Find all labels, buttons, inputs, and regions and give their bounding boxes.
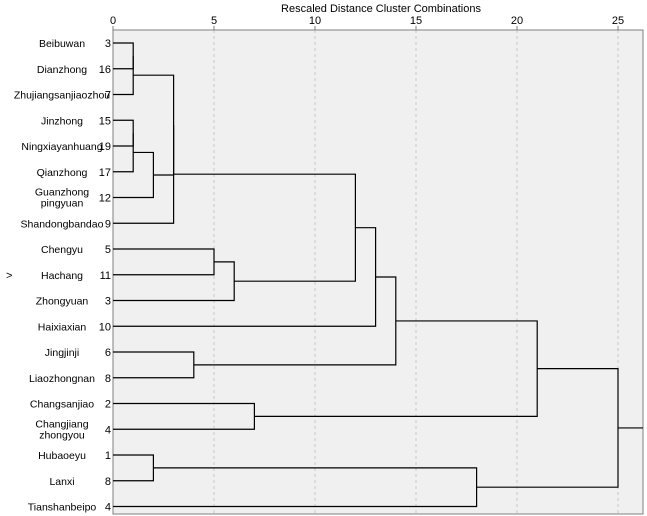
leaf-case-number: 2 (105, 399, 111, 411)
leaf-name: Lanxi (49, 476, 74, 488)
leaf-name: Qianzhong (37, 167, 88, 179)
leaf-case-number: 17 (99, 167, 111, 179)
leaf-name: Tianshanbeipo (28, 502, 97, 514)
dendrogram-link (113, 133, 134, 173)
leaf-name: Chengyu (41, 244, 83, 256)
x-tick-label: 5 (211, 15, 217, 27)
leaf-name: Hachang (41, 270, 83, 282)
leaf-name: Jinzhong (41, 115, 83, 127)
leaf-name: Dianzhong (37, 64, 87, 76)
leaf-case-number: 9 (105, 218, 111, 230)
plot-area (112, 29, 644, 515)
selected-row-marker: > (6, 270, 12, 282)
x-tick-label: 20 (511, 15, 523, 27)
leaf-name: Haixiaxian (38, 321, 87, 333)
leaf-case-number: 10 (99, 321, 111, 333)
leaf-name: Zhongyuan (36, 296, 89, 308)
x-axis-ticks: 0 5 10 15 20 25 (110, 15, 624, 30)
leaf-case-number: 1 (105, 450, 111, 462)
x-tick-label: 0 (110, 15, 116, 27)
leaf-case-number: 4 (105, 502, 111, 514)
dendrogram-link (113, 55, 134, 96)
leaf-name: Liaozhongnan (29, 373, 95, 385)
leaf-case-number: 16 (99, 64, 111, 76)
leaf-case-number: 4 (105, 424, 111, 436)
leaf-name: Changsanjiao (30, 399, 94, 411)
dendrogram-links (113, 42, 643, 508)
leaf-case-number: 19 (99, 141, 111, 153)
x-tick-label: 25 (612, 15, 624, 27)
leaf-name: Ningxiayanhuang (21, 141, 102, 153)
leaf-case-number: 15 (99, 115, 111, 127)
leaf-case-number: 8 (105, 476, 111, 488)
leaf-case-number: 12 (99, 193, 111, 205)
leaf-case-number: 3 (105, 296, 111, 308)
leaf-name: Beibuwan (39, 38, 85, 50)
leaf-name: Shandongbandao (21, 218, 104, 230)
leaf-name: Jingjinji (45, 347, 79, 359)
leaf-name: Hubaoeyu (38, 450, 86, 462)
x-tick-label: 10 (309, 15, 321, 27)
leaf-case-number: 3 (105, 38, 111, 50)
dendrogram-link (113, 125, 175, 224)
grid-lines (213, 30, 619, 514)
leaf-case-number: 7 (105, 90, 111, 102)
leaf-name: Guanzhong pingyuan (35, 187, 89, 210)
chart-title: Rescaled Distance Cluster Combinations (281, 3, 481, 15)
leaf-case-number: 8 (105, 373, 111, 385)
leaf-case-number: 6 (105, 347, 111, 359)
leaf-case-number: 11 (100, 270, 111, 282)
leaf-case-number: 5 (105, 244, 111, 256)
leaf-name: Zhujiangsanjiaozhou (14, 90, 110, 102)
x-tick-label: 15 (410, 15, 422, 27)
leaf-name: Changjiang zhongyou (35, 418, 88, 441)
